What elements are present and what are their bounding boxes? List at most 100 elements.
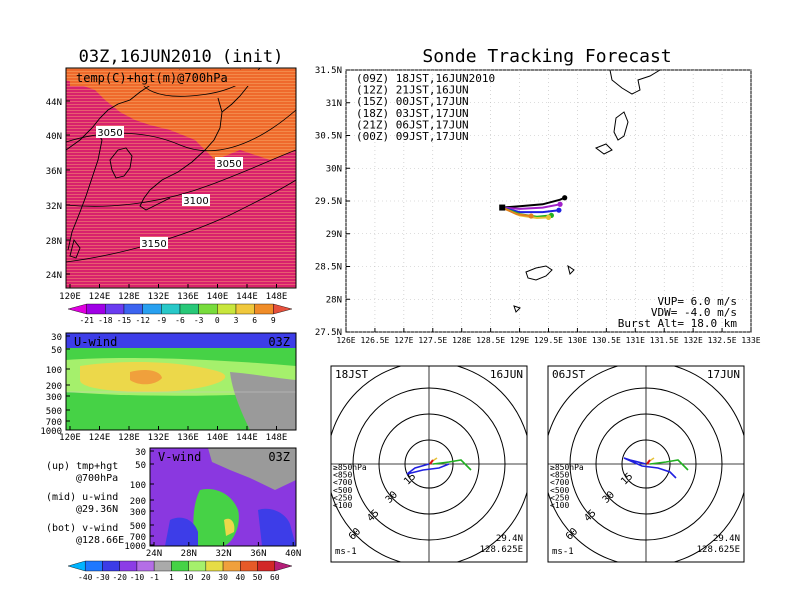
u-wind-time: 03Z [268,335,290,349]
lat-tick-label: 28N [181,549,197,559]
colorbar-tick-label: -15 [117,316,132,325]
lon-tick-label: 126.5E [360,336,389,345]
colorbar-tick-label: -18 [98,316,113,325]
lon-tick-label: 126E [336,336,355,345]
track-endpoint [528,213,534,219]
colorbar-segment [153,560,172,572]
lon-tick-label: 132.5E [708,336,737,345]
contour-label: 3050 [216,159,241,170]
lat-tick-label: 28.5N [315,263,342,273]
colorbar-segment [161,303,181,315]
lon-tick-label: 132E [148,433,170,443]
colorbar-tick-label: -1 [149,573,159,582]
hodograph-lat: 29.4N [496,534,523,544]
hodograph-date: 16JUN [490,368,523,381]
cooler-temperature-region [66,68,296,160]
temperature-map-lon-ticks: 120E 124E 128E 132E 136E 140E 144E 148E [59,284,287,302]
lon-tick-label: 128.5E [476,336,505,345]
lon-tick-label: 129E [510,336,529,345]
left-panel-legend: (up) tmp+hgt @700hPa (mid) u-wind @29.36… [46,461,124,546]
launch-site-marker [499,204,506,211]
lat-tick-label: 24N [46,271,62,281]
pressure-tick-label: 700 [46,418,62,428]
legend-line: (bot) v-wind [46,523,118,534]
legend-line: @128.66E [76,535,124,546]
colorbar-segment [102,560,120,572]
colorbar-tick-label: 1 [169,573,174,582]
colorbar-tick-label: -20 [112,573,127,582]
lon-tick-label: 131.5E [650,336,679,345]
colorbar-segment [67,560,86,572]
colorbar-tick-label: -6 [175,316,185,325]
lat-tick-label: 24N [146,549,162,559]
legend-line: (mid) u-wind [46,492,118,503]
v-wind-time: 03Z [268,450,290,464]
sonde-tracks [499,195,568,220]
pressure-tick-label: 200 [46,382,62,392]
colorbar-segment [85,560,103,572]
colorbar-tick-label: 50 [253,573,263,582]
pressure-tick-label: 500 [46,407,62,417]
lon-tick-label: 127E [394,336,413,345]
colorbar-segment [217,303,237,315]
v-wind-gray-region [208,448,296,490]
u-wind-easterly-band [66,333,296,348]
colorbar-segment [67,303,87,315]
contour-label: 3050 [97,128,122,139]
colorbar-tick-label: 40 [235,573,245,582]
legend-entry: (15Z) 00JST,17JUN [356,95,469,108]
pressure-tick-label: 30 [51,333,62,343]
legend-entry: (00Z) 09JST,17JUN [356,130,469,143]
colorbar-segment [254,303,274,315]
lon-tick-label: 128E [118,292,140,302]
lon-tick-label: 128E [452,336,471,345]
hodograph-trace-mid [649,459,689,471]
track-endpoint [562,195,568,201]
legend-entry: (12Z) 21JST,16JUN [356,84,469,97]
colorbar-tick-label: -3 [194,316,204,325]
colorbar-tick-label: -30 [95,573,110,582]
colorbar-segment [171,560,189,572]
lat-tick-label: 44N [46,98,62,108]
tracking-lon-ticks: 126E 126.5E 127E 127.5E 128E 128.5E 129E 129.5E… [336,328,761,345]
lat-tick-label: 29N [326,230,342,240]
hodograph-trace-upper [623,457,677,479]
hodograph-time: 18JST [335,368,368,381]
colorbar-segment [274,560,293,572]
lat-tick-label: 40N [46,132,62,142]
colorbar-tick-label: 30 [218,573,228,582]
legend-line: @700hPa [76,473,118,484]
pressure-level-legend: <500 [550,486,569,495]
lat-tick-label: 36N [46,167,62,177]
colorbar-segment [257,560,275,572]
track-endpoint [556,207,562,213]
hodograph-date: 17JUN [707,368,740,381]
u-wind-jet-max [130,370,162,385]
lon-tick-label: 124E [89,292,111,302]
colorbar-segment [205,560,224,572]
lon-tick-label: 127.5E [418,336,447,345]
lat-tick-label: 30.5N [315,132,342,142]
pressure-level-legend: <250 [550,493,569,502]
legend-entry: (21Z) 06JST,17JUN [356,118,469,131]
colorbar-segment [240,560,258,572]
pressure-tick-label: 50 [51,346,62,356]
hodograph-time: 06JST [552,368,585,381]
colorbar-tick-label: 6 [252,316,257,325]
colorbar-segment [105,303,125,315]
colorbar-tick-label: 9 [271,316,276,325]
v-wind-frame [149,447,297,547]
pressure-tick-label: 300 [130,508,146,518]
colorbar-segment [86,303,106,315]
colorbar-tick-label: 60 [270,573,280,582]
pressure-level-legend: <100 [333,501,352,510]
lon-tick-label: 144E [236,433,258,443]
colorbar-tick-label: 20 [201,573,211,582]
